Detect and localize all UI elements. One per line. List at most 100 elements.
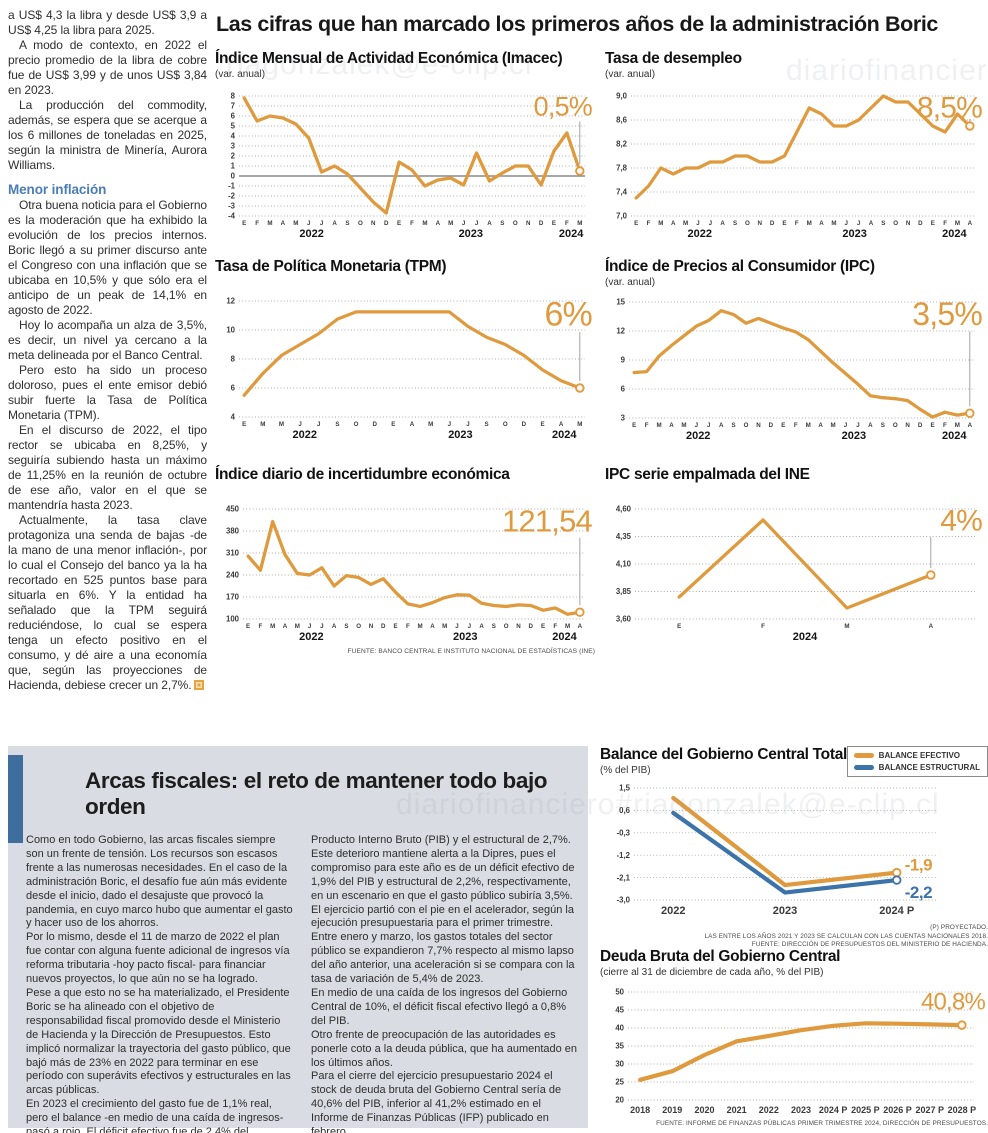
svg-text:M: M (448, 220, 453, 227)
svg-text:2023: 2023 (459, 228, 483, 240)
svg-text:M: M (260, 421, 265, 428)
svg-text:D: D (918, 422, 923, 429)
svg-text:O: O (513, 220, 518, 227)
svg-text:E: E (397, 220, 401, 227)
svg-text:J: J (317, 421, 321, 428)
svg-text:8,2: 8,2 (616, 140, 628, 149)
fiscal-paragraph: En 2023 el crecimiento del gasto fue de … (26, 1098, 284, 1133)
svg-text:O: O (354, 421, 359, 428)
desempleo-line-chart: 9,08,68,27,87,47,0E F M A M J J A S O N D E F M A M J J A S O… (616, 92, 983, 240)
svg-text:45: 45 (615, 1006, 624, 1015)
svg-text:-3: -3 (228, 202, 236, 211)
svg-text:E: E (782, 220, 786, 227)
svg-text:M: M (656, 422, 661, 429)
svg-text:E: E (393, 623, 397, 630)
svg-text:450: 450 (226, 505, 240, 514)
svg-text:2023: 2023 (453, 631, 477, 643)
svg-text:2022: 2022 (688, 228, 712, 240)
fiscal-headline: Arcas fiscales: el reto de mantener todo… (85, 768, 548, 819)
fiscal-section: Arcas fiscales: el reto de mantener todo… (8, 746, 588, 1133)
svg-text:F: F (410, 220, 414, 227)
svg-text:12: 12 (616, 327, 625, 336)
svg-text:4,60: 4,60 (616, 505, 632, 514)
svg-text:9: 9 (621, 356, 626, 365)
svg-text:D: D (770, 220, 775, 227)
chart-subtitle: (cierre al 31 de diciembre de cada año, … (600, 967, 824, 978)
svg-text:A: A (669, 422, 674, 429)
svg-text:E: E (931, 220, 935, 227)
svg-text:M: M (683, 220, 688, 227)
chart-ipc-empalmada: IPC serie empalmada del INE 4,60 4,35 4,10… (605, 466, 988, 649)
article-paragraph: A modo de contexto, en 2022 el precio pr… (8, 38, 207, 97)
svg-text:3,60: 3,60 (616, 615, 632, 624)
svg-text:F: F (795, 220, 799, 227)
chart-desempleo: Tasa de desempleo (var. anual) 9,0 8,6 8,2… (605, 50, 988, 244)
svg-text:35: 35 (615, 1042, 624, 1051)
svg-text:M: M (807, 220, 812, 227)
svg-text:J: J (320, 220, 324, 227)
deuda-line-chart: 50 45 40 35 30 25 20 2018 2019 2020 2021 2022 2023 20… (615, 988, 986, 1115)
chart-deuda: Deuda Bruta del Gobierno Central (cierre… (600, 948, 988, 1129)
svg-text:S: S (344, 623, 348, 630)
svg-text:M: M (279, 421, 284, 428)
svg-text:J: J (709, 220, 713, 227)
svg-text:2026 P: 2026 P (883, 1105, 912, 1115)
left-article-column: a US$ 4,3 la libra y desde US$ 3,9 a US$… (8, 8, 207, 693)
svg-text:2023: 2023 (448, 429, 472, 441)
svg-text:J: J (857, 220, 861, 227)
svg-text:J: J (695, 422, 699, 429)
svg-text:2022: 2022 (299, 228, 323, 240)
svg-text:2024: 2024 (942, 228, 967, 240)
svg-text:M: M (831, 422, 836, 429)
svg-text:2024: 2024 (559, 228, 584, 240)
svg-text:O: O (503, 421, 508, 428)
svg-text:M: M (955, 220, 960, 227)
svg-text:E: E (552, 220, 556, 227)
svg-text:N: N (526, 220, 531, 227)
svg-text:A: A (430, 623, 435, 630)
svg-text:E: E (242, 421, 246, 428)
svg-text:M: M (658, 220, 663, 227)
chart-title: Índice diario de incertidumbre económica (215, 466, 510, 483)
svg-text:2019: 2019 (662, 1105, 682, 1115)
svg-text:2024 P: 2024 P (879, 905, 914, 917)
svg-text:M: M (955, 422, 960, 429)
svg-text:E: E (540, 421, 544, 428)
fiscal-paragraph: El ejercicio partió con el pie en el ace… (311, 903, 575, 986)
svg-text:O: O (504, 623, 509, 630)
svg-text:4,10: 4,10 (616, 560, 632, 569)
article-paragraph: Otra buena noticia para el Gobierno es l… (8, 198, 207, 317)
svg-text:E: E (677, 623, 681, 630)
svg-text:M: M (806, 422, 811, 429)
svg-text:0,6: 0,6 (619, 806, 631, 815)
svg-text:50: 50 (615, 988, 624, 997)
svg-text:M: M (565, 623, 570, 630)
article-paragraph: Hoy lo acompaña un alza de 3,5%, es deci… (8, 318, 207, 362)
svg-text:A: A (410, 421, 415, 428)
chart-title: Tasa de Política Monetaria (TPM) (215, 258, 447, 275)
svg-text:A: A (283, 623, 288, 630)
svg-text:-2,2: -2,2 (905, 883, 932, 902)
svg-text:N: N (756, 422, 761, 429)
svg-text:M: M (267, 220, 272, 227)
svg-text:M: M (577, 421, 582, 428)
chart-subtitle: (var. anual) (605, 277, 656, 288)
svg-text:3: 3 (231, 142, 236, 151)
chart-footnote: FUENTE: DIRECCIÓN DE PRESUPUESTOS DEL MI… (751, 941, 988, 948)
svg-text:J: J (845, 220, 849, 227)
svg-text:20: 20 (615, 1096, 624, 1105)
svg-text:F: F (565, 220, 569, 227)
svg-text:J: J (466, 421, 470, 428)
chart-legend: BALANCE EFECTIVO BALANCE ESTRUCTURAL (846, 746, 988, 777)
svg-text:2023: 2023 (842, 430, 866, 442)
svg-text:D: D (384, 220, 389, 227)
svg-text:6: 6 (231, 112, 236, 121)
svg-text:0: 0 (231, 172, 236, 181)
svg-text:100: 100 (226, 615, 240, 624)
article-paragraph: Pero esto ha sido un proceso doloroso, p… (8, 363, 207, 422)
svg-text:S: S (345, 220, 349, 227)
svg-text:F: F (943, 422, 947, 429)
svg-text:40,8%: 40,8% (921, 988, 986, 1015)
